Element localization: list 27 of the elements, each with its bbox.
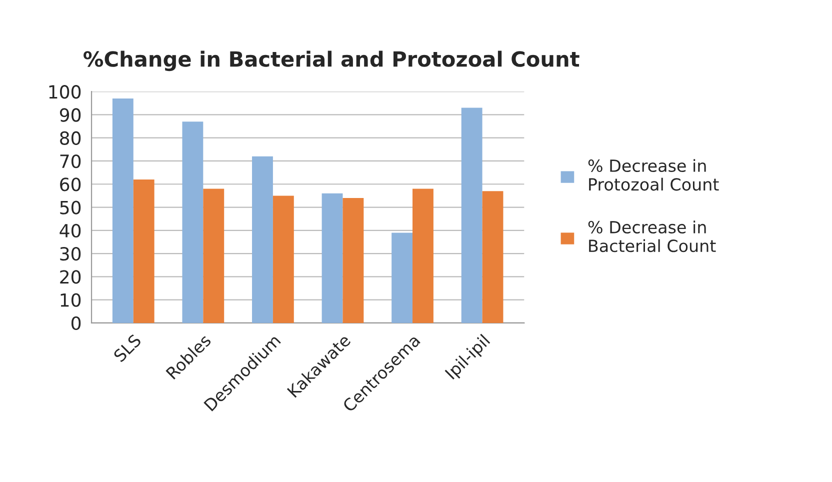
bar: [461, 108, 482, 323]
y-tick-label: 10: [60, 293, 81, 307]
y-tick-label: 60: [60, 178, 81, 192]
bar: [482, 191, 504, 323]
y-tick-label: 90: [60, 108, 81, 122]
y-tick-label: 80: [60, 131, 81, 145]
x-tick-label: SLS: [112, 334, 142, 363]
bar: [133, 179, 154, 323]
y-tick-label: 30: [60, 246, 81, 261]
bar: [412, 188, 434, 323]
bar: [322, 193, 343, 323]
y-tick-label: 50: [60, 200, 81, 214]
bar: [203, 188, 224, 323]
y-tick-label: 0: [72, 316, 81, 330]
bar: [112, 98, 134, 323]
legend-label: % Decrease in Bacterial Count: [588, 220, 716, 252]
bar: [182, 122, 204, 323]
bar: [272, 196, 294, 323]
legend-label: % Decrease in Protozoal Count: [588, 159, 719, 191]
chart-title: %Change in Bacterial and Protozoal Count: [84, 50, 580, 72]
y-tick-label: 40: [60, 224, 81, 238]
y-tick-label: 20: [60, 270, 81, 284]
bar: [252, 156, 273, 323]
bar: [342, 198, 364, 323]
y-tick-label: 70: [60, 154, 81, 168]
bar: [392, 232, 413, 323]
y-tick-label: 100: [49, 85, 81, 99]
